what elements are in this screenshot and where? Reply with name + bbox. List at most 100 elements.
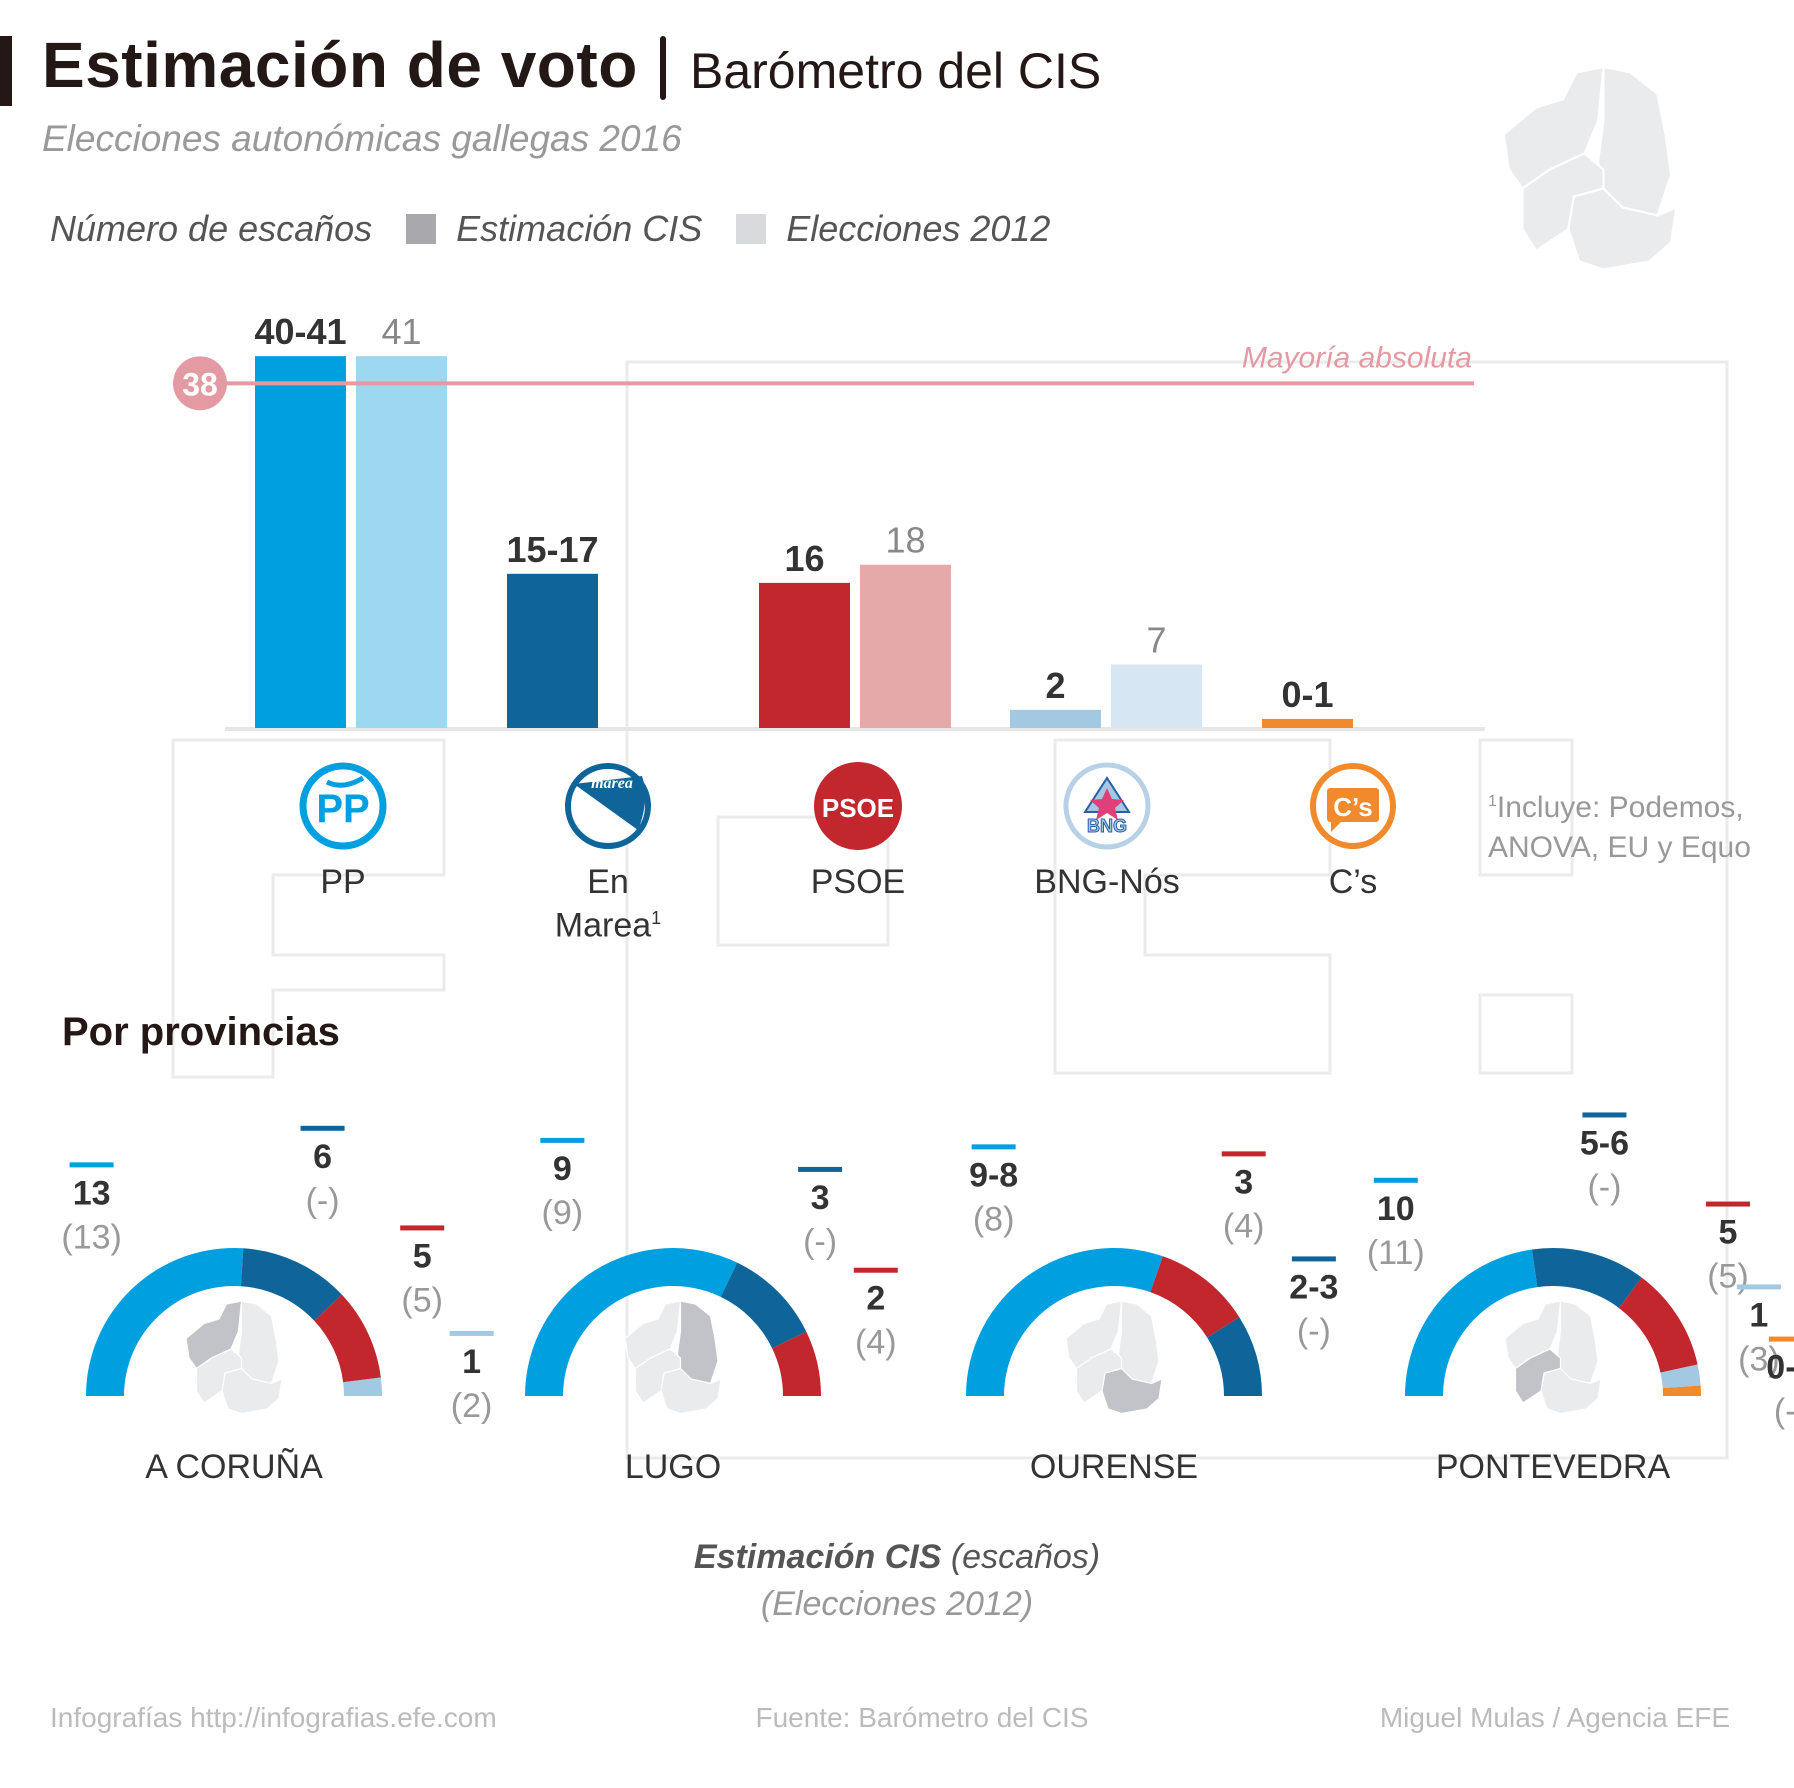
bar-estimate-pp [255,356,346,728]
svg-text:marea: marea [591,775,633,792]
segment-estimate: 3 [1234,1163,1253,1201]
svg-text:PSOE: PSOE [822,793,894,823]
cs-logo-icon: C’s [1307,760,1399,852]
majority-label: Mayoría absoluta [1242,341,1472,374]
segment-key-swatch [449,1330,494,1336]
legend-item-estimate: Estimación CIS [456,208,703,249]
title-separator [660,36,666,100]
donut-segment-pp [1405,1249,1538,1396]
segment-estimate: 1 [1749,1296,1768,1334]
segment-previous: (4) [855,1324,897,1362]
footnote-mark: 1 [1488,793,1497,810]
donut-segment-bngns [343,1377,382,1396]
page-title: Estimación de voto [42,29,638,101]
legend-swatch-estimate [406,214,437,244]
donut-segment-psoe [772,1331,821,1396]
donut-segment-psoe [1618,1277,1698,1373]
bar-value-label: 41 [381,311,421,352]
segment-previous: (-) [1774,1393,1794,1431]
segment-previous: (5) [1707,1258,1749,1296]
bar-2012-pp [356,356,447,728]
donut-segment-enmarea [1531,1248,1642,1308]
party-label: C’s [1328,863,1378,901]
segment-previous: (-) [306,1182,340,1220]
province-name: LUGO [624,1448,722,1486]
donut-segment-bngns [1660,1364,1701,1389]
bar-2012-bngns [1111,664,1202,728]
pp-logo-icon: PP [297,760,389,852]
footer-author: Miguel Mulas / Agencia EFE [1379,1702,1730,1733]
segment-previous: (5) [401,1281,443,1319]
province-name: PONTEVEDRA [1435,1448,1671,1486]
segment-estimate: 13 [73,1174,111,1212]
galicia-map-icon [1502,65,1678,271]
seats-bar-chart: 40-41 41 15-17 16 18 2 7 0-1 38 Mayoría absoluta [173,311,1485,731]
segment-previous: (3) [1738,1340,1780,1378]
donut-segment-enmarea [720,1262,807,1349]
segment-previous: (4) [1223,1207,1265,1245]
key-estimate-rest: (escaños) [941,1538,1101,1576]
en-marea-logo-icon: marea [562,760,654,852]
segment-key-swatch [1291,1256,1336,1262]
province-name: OURENSE [1029,1448,1199,1486]
segment-previous: (11) [1367,1234,1425,1272]
majority-badge [173,356,227,411]
segment-previous: (-) [1587,1168,1621,1206]
segment-key-swatch [971,1144,1016,1150]
psoe-logo-icon: PSOE [812,760,904,852]
province-map-icon [624,1300,722,1415]
legend-item-2012: Elecciones 2012 [786,208,1051,249]
bar-2012-psoe [860,564,951,728]
bar-estimate-enmarea [507,573,598,728]
segment-previous: (-) [803,1223,837,1261]
segment-estimate: 1 [462,1343,481,1381]
title-accent-bar [0,36,12,106]
segment-key-swatch [1221,1151,1266,1157]
segment-estimate: 10 [1377,1190,1415,1228]
donut-segment-pp [86,1248,244,1396]
provinces-chart: 13(13)6(-)5(5)1(2)9(9) 3(-)2(4)9-8(8)3(4)… [61,1112,1794,1431]
bar-estimate-cs [1262,718,1353,728]
party-label: PP [320,863,366,901]
legend-swatch-2012 [736,214,767,244]
footnote-line2: ANOVA, EU y Equo [1488,831,1751,864]
footnote-line1: Incluye: Podemos, [1496,791,1744,824]
donut-segment-enmarea [1207,1317,1262,1396]
segment-estimate: 2 [866,1280,885,1318]
segment-key-swatch [1582,1112,1627,1118]
party-label: PSOE [810,863,906,901]
segment-previous: (13) [61,1218,121,1256]
segment-estimate: 9-8 [969,1156,1018,1194]
segment-estimate: 2-3 [1289,1268,1338,1306]
donut-segment-psoe [314,1294,381,1383]
key-estimate: Estimación CIS (escaños) [0,1538,1794,1577]
segment-key-swatch [853,1267,898,1273]
footer-credit-link[interactable]: Infografías http://infografias.efe.com [50,1702,497,1733]
bar-value-label: 7 [1146,620,1166,661]
legend-label: Número de escaños [50,208,373,249]
footnote: 1Incluye: Podemos, ANOVA, EU y Equo [1488,782,1751,868]
province-name: A CORUÑA [145,1448,323,1486]
segment-previous: (8) [973,1200,1015,1238]
segment-key-swatch [1736,1284,1781,1290]
segment-previous: (-) [1297,1312,1331,1350]
bar-estimate-psoe [759,582,850,728]
party-label: En Marea1 [554,863,662,945]
province-map-icon [185,1300,283,1415]
bar-value-label: 0-1 [1281,674,1333,715]
segment-key-swatch [540,1137,585,1143]
segment-key-swatch [400,1225,445,1231]
svg-text:BNG: BNG [1087,816,1127,836]
bar-value-label: 18 [885,520,925,561]
bng-logo-icon: BNG [1061,760,1153,852]
segment-previous: (2) [451,1387,493,1425]
svg-text:C’s: C’s [1333,792,1373,822]
segment-estimate: 3 [811,1179,830,1217]
page-subtitle: Elecciones autonómicas gallegas 2016 [42,118,682,159]
bar-value-label: 15-17 [506,529,598,570]
donut-segment-enmarea [240,1248,342,1321]
segment-estimate: 5-6 [1580,1124,1629,1162]
segment-key-swatch [1705,1201,1750,1207]
donut-segment-pp [525,1248,738,1396]
segment-key-swatch [1373,1177,1418,1183]
